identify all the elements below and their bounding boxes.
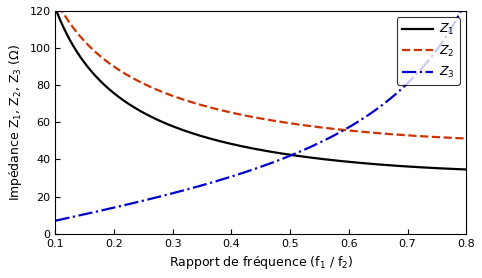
Line: $Z_2$: $Z_2$	[55, 11, 466, 138]
Legend: $Z_1$, $Z_2$, $Z_3$: $Z_1$, $Z_2$, $Z_3$	[397, 17, 460, 85]
$Z_3$	[99, 208, 105, 212]
$Z_1$	[210, 138, 216, 141]
$Z_3$	[124, 203, 130, 206]
$Z_3$	[458, 9, 464, 13]
$Z_1$	[411, 165, 417, 168]
$Z_2$	[463, 137, 469, 140]
$Z_3$	[53, 219, 58, 222]
Line: $Z_1$: $Z_1$	[55, 11, 466, 170]
$Z_1$	[463, 168, 469, 171]
$Z_2$	[411, 134, 417, 137]
$Z_3$	[411, 75, 417, 79]
X-axis label: Rapport de fréquence (f$_1$ / f$_2$): Rapport de fréquence (f$_1$ / f$_2$)	[169, 254, 353, 271]
$Z_1$	[124, 101, 130, 104]
$Z_1$	[99, 81, 105, 85]
$Z_3$	[455, 15, 461, 18]
Line: $Z_3$: $Z_3$	[55, 11, 466, 221]
$Z_2$	[210, 106, 216, 110]
$Z_3$	[463, 9, 469, 13]
$Z_2$	[99, 56, 105, 59]
Y-axis label: Impédance Z$_1$, Z$_2$, Z$_3$ (Ω): Impédance Z$_1$, Z$_2$, Z$_3$ (Ω)	[7, 44, 24, 201]
$Z_1$	[455, 167, 461, 171]
$Z_2$	[124, 73, 130, 76]
$Z_1$	[228, 142, 234, 145]
$Z_2$	[455, 136, 461, 140]
$Z_3$	[228, 175, 234, 178]
$Z_2$	[228, 111, 234, 114]
$Z_3$	[210, 180, 216, 184]
$Z_1$	[53, 9, 58, 13]
$Z_2$	[53, 9, 58, 13]
